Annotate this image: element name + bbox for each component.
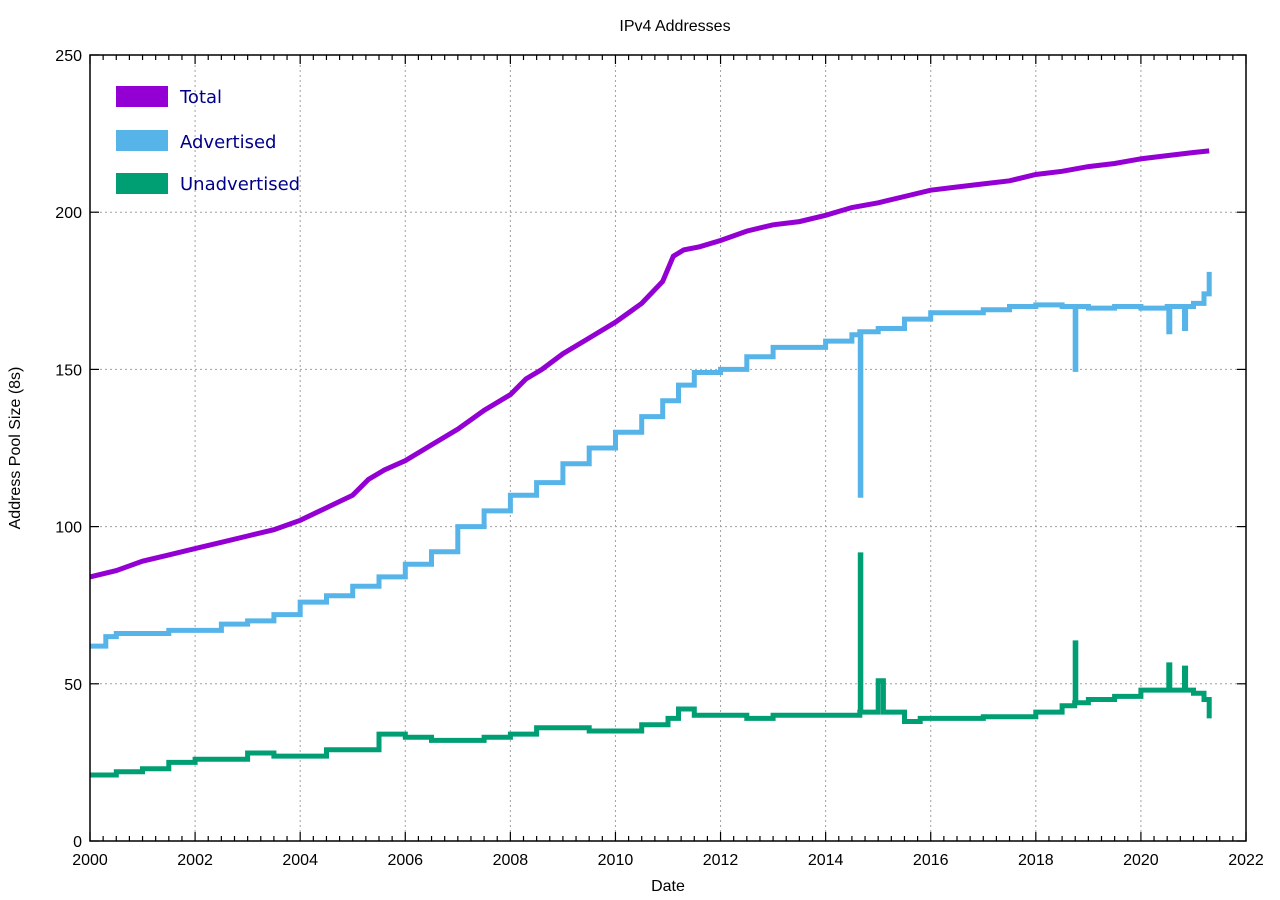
legend-label-total: Total	[179, 87, 222, 108]
axis-ticks	[89, 54, 1247, 842]
x-tick-label: 2006	[387, 852, 423, 869]
legend-label-advertised: Advertised	[180, 132, 277, 153]
series-unadvertised	[90, 552, 1212, 778]
x-tick-label: 2004	[282, 852, 318, 869]
x-tick-label: 2012	[703, 852, 739, 869]
y-tick-label: 0	[73, 834, 82, 851]
x-tick-label: 2000	[72, 852, 108, 869]
legend-swatch-unadvertised	[116, 173, 168, 194]
x-axis-tick-labels: 2000 2002 2004 2006 2008 2010 2012 2014 2016 2018…	[72, 852, 1264, 869]
y-tick-label: 250	[55, 48, 82, 65]
x-tick-label: 2010	[598, 852, 634, 869]
chart-title: IPv4 Addresses	[619, 18, 730, 35]
x-tick-label: 2020	[1123, 852, 1159, 869]
y-tick-label: 150	[55, 362, 82, 379]
y-axis-tick-labels: 0 50 100 150 200 250	[55, 48, 82, 851]
series-advertised	[90, 271, 1212, 649]
legend: Total Advertised Unadvertised	[116, 86, 300, 195]
legend-item-advertised: Advertised	[116, 130, 277, 153]
series-total	[89, 148, 1210, 580]
x-axis-label: Date	[651, 878, 685, 895]
legend-label-unadvertised: Unadvertised	[180, 174, 300, 195]
x-tick-label: 2008	[493, 852, 529, 869]
legend-item-total: Total	[116, 86, 222, 108]
x-tick-label: 2002	[177, 852, 213, 869]
legend-swatch-advertised	[116, 130, 168, 151]
x-tick-label: 2018	[1018, 852, 1054, 869]
legend-item-unadvertised: Unadvertised	[116, 173, 300, 195]
data-series	[89, 148, 1212, 778]
legend-swatch-total	[116, 86, 168, 107]
x-tick-label: 2016	[913, 852, 949, 869]
y-axis-label: Address Pool Size (8s)	[7, 367, 24, 530]
grid-lines	[90, 55, 1246, 841]
y-tick-label: 200	[55, 205, 82, 222]
x-tick-label: 2014	[808, 852, 844, 869]
y-tick-label: 50	[64, 677, 82, 694]
x-tick-label: 2022	[1228, 852, 1264, 869]
y-tick-label: 100	[55, 520, 82, 537]
